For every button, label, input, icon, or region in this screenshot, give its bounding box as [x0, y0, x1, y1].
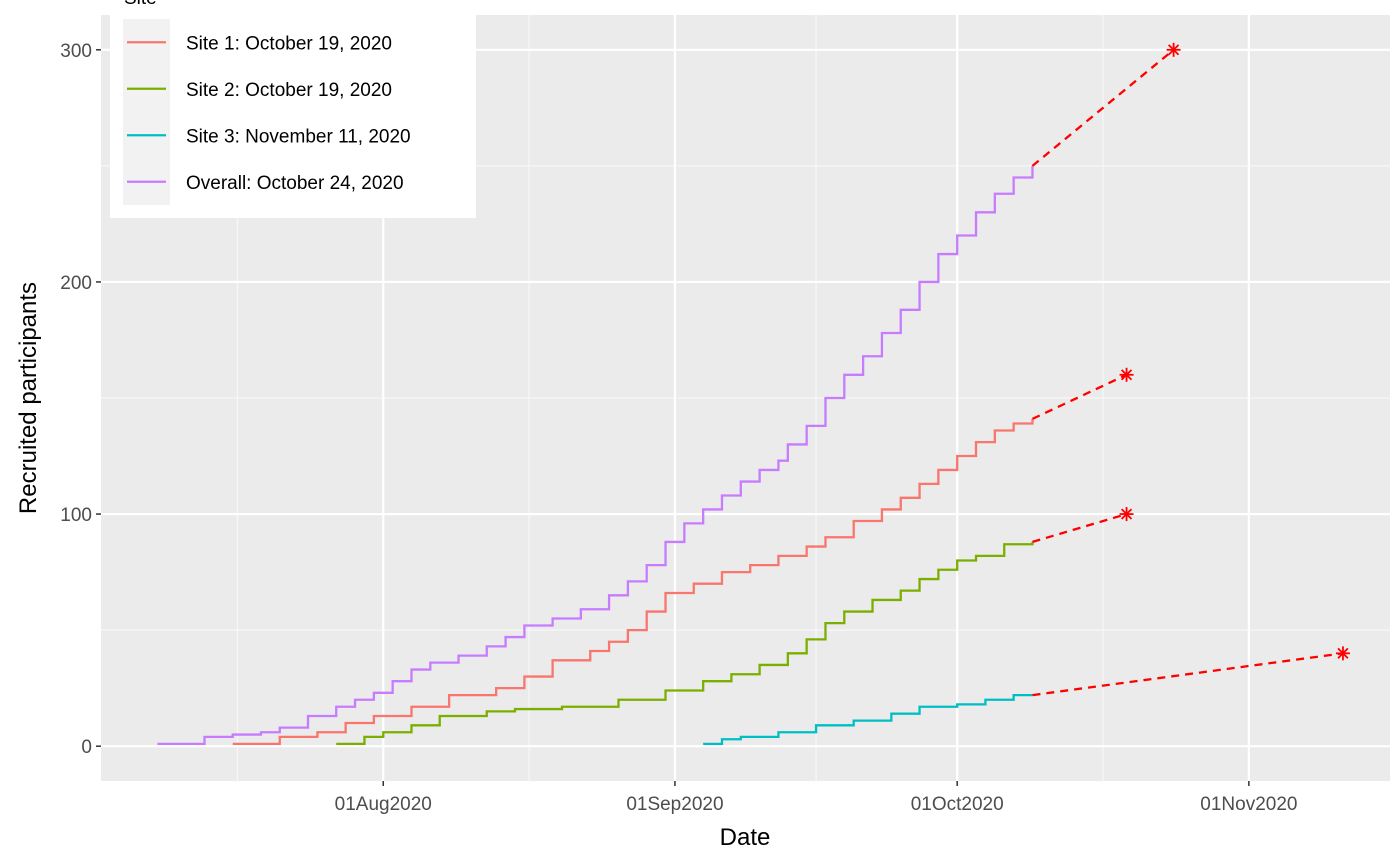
target-marker	[1119, 507, 1134, 522]
projection-line	[1031, 48, 1175, 167]
y-axis-title: Recruited participants	[15, 282, 42, 514]
target-marker-stroke	[1120, 369, 1133, 381]
target-marker	[1166, 42, 1181, 57]
series-line	[703, 693, 1033, 746]
projection-line	[1031, 373, 1128, 420]
target-marker	[1119, 367, 1134, 382]
y-tick-label: 0	[81, 737, 92, 758]
x-tick-label: 01Nov2020	[1200, 794, 1297, 815]
legend: Site Site 1: October 19, 2020 Site 2: Oct…	[110, 0, 476, 218]
series-line	[232, 418, 1034, 746]
x-axis-title: Date	[720, 824, 771, 851]
legend-label: Site 1: October 19, 2020	[186, 33, 392, 54]
y-tick-label: 300	[60, 41, 92, 62]
x-tick-label: 01Aug2020	[335, 794, 432, 815]
series-layer	[157, 165, 1034, 746]
series-line	[336, 541, 1034, 746]
projection-line	[1032, 512, 1127, 544]
target-marker-stroke	[1120, 508, 1133, 520]
x-tick-label: 01Oct2020	[911, 794, 1004, 815]
y-tick-label: 200	[60, 273, 92, 294]
series-line	[157, 165, 1034, 746]
target-marker	[1335, 646, 1350, 661]
target-marker-stroke	[1337, 647, 1349, 659]
target-markers	[1119, 42, 1350, 661]
axis-ticks: 0 100 200 300 01Aug2020 01Sep2020 01Oct2020 01N…	[60, 41, 1297, 815]
legend-label: Site 2: October 19, 2020	[186, 80, 392, 101]
projection-layer	[1031, 48, 1344, 697]
target-marker-stroke	[1168, 44, 1180, 56]
y-tick-label: 100	[60, 505, 92, 526]
legend-box	[110, 15, 476, 218]
x-tick-label: 01Sep2020	[626, 794, 723, 815]
legend-title: Site	[124, 0, 157, 9]
legend-label: Overall: October 24, 2020	[186, 173, 404, 194]
legend-label: Site 3: November 11, 2020	[186, 126, 411, 147]
projection-line	[1032, 652, 1344, 697]
